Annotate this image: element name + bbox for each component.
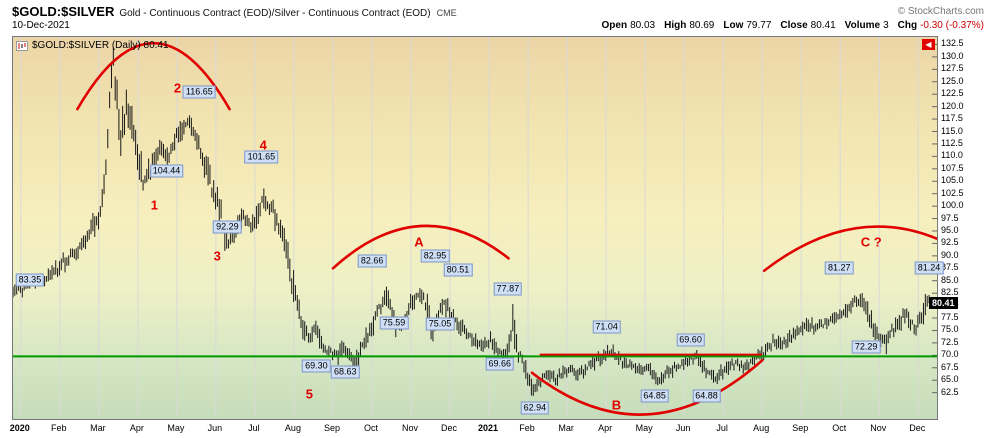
y-axis-label: 75.0 <box>941 324 959 335</box>
x-axis-label: Apr <box>598 423 613 433</box>
quote-row: 10-Dec-2021 Open 80.03 High 80.69 Low 79.77 Cl… <box>12 20 984 34</box>
x-axis-label: Aug <box>753 423 770 433</box>
close-value: 80.41 <box>810 20 836 31</box>
x-axis-label: May <box>167 423 185 433</box>
wave-arc <box>331 224 510 270</box>
close-label: Close <box>780 20 808 31</box>
wave-arc <box>530 359 764 416</box>
x-axis-label: Dec <box>909 423 926 433</box>
chart-description: Gold - Continuous Contract (EOD)/Silver … <box>119 8 431 19</box>
x-axis-label: Oct <box>832 423 847 433</box>
y-axis-label: 122.5 <box>941 88 964 99</box>
x-axis-label: Aug <box>284 423 301 433</box>
low-value: 79.77 <box>746 20 772 31</box>
x-axis-label: Apr <box>129 423 144 433</box>
y-axis-label: 72.5 <box>941 336 959 347</box>
chart-symbol: $GOLD:$SILVER <box>12 4 115 19</box>
x-axis-label: Nov <box>401 423 419 433</box>
chart-date: 10-Dec-2021 <box>12 20 70 31</box>
y-axis-label: 130.0 <box>941 50 964 61</box>
wave-arc <box>762 225 937 273</box>
x-axis-label: 2021 <box>478 423 499 433</box>
chart-type-icon <box>16 40 28 51</box>
y-axis-label: 77.5 <box>941 312 959 323</box>
exchange-label: CME <box>436 8 457 18</box>
y-axis-label: 80.0 <box>941 299 959 310</box>
x-axis-label: Nov <box>870 423 887 433</box>
y-axis-label: 97.5 <box>941 212 959 223</box>
volume-value: 3 <box>883 20 889 31</box>
y-axis-label: 115.0 <box>941 125 963 136</box>
x-axis-label: Mar <box>558 423 574 433</box>
y-axis-label: 110.0 <box>941 150 963 161</box>
y-axis-label: 132.5 <box>941 38 964 49</box>
open-value: 80.03 <box>630 20 656 31</box>
chg-label: Chg <box>897 20 918 31</box>
low-label: Low <box>723 20 744 31</box>
y-axis-label: 62.5 <box>941 386 959 397</box>
y-axis-label: 112.5 <box>941 137 963 148</box>
y-axis-label: 125.0 <box>941 75 964 86</box>
y-axis-label: 107.5 <box>941 162 964 173</box>
x-axis-label: Feb <box>51 423 67 433</box>
y-axis-label: 105.0 <box>941 175 964 186</box>
x-axis-label: Feb <box>519 423 535 433</box>
high-value: 80.69 <box>689 20 715 31</box>
y-axis-label: 92.5 <box>941 237 959 248</box>
y-axis-label: 127.5 <box>941 63 964 74</box>
quote-bar: Open 80.03 High 80.69 Low 79.77 Close 80.41 Volu… <box>593 20 984 31</box>
open-label: Open <box>601 20 628 31</box>
y-axis-label: 100.0 <box>941 200 964 211</box>
x-axis-label: Jul <box>716 423 728 433</box>
y-axis-label: 90.0 <box>941 249 959 260</box>
x-axis-label: Sep <box>792 423 809 433</box>
volume-label: Volume <box>844 20 881 31</box>
x-axis-label: Mar <box>90 423 106 433</box>
series-legend: $GOLD:$SILVER (Daily) 80.41 <box>16 40 169 51</box>
wave-arc <box>76 41 231 111</box>
y-axis-label: 82.5 <box>941 287 959 298</box>
x-axis-label: Sep <box>323 423 340 433</box>
scroll-left-icon[interactable]: ◀ <box>922 39 935 50</box>
copyright-text: © StockCharts.com <box>897 6 984 17</box>
x-axis-label: Jun <box>207 423 223 433</box>
x-axis-label: Jun <box>675 423 691 433</box>
high-label: High <box>664 20 687 31</box>
x-axis-label: Jul <box>248 423 260 433</box>
series-legend-label: $GOLD:$SILVER (Daily) 80.41 <box>32 40 169 51</box>
x-axis-label: 2020 <box>9 423 30 433</box>
y-axis-label: 102.5 <box>941 187 964 198</box>
x-axis-label: May <box>635 423 653 433</box>
y-axis-label: 117.5 <box>941 113 963 124</box>
y-axis-label: 70.0 <box>941 349 959 360</box>
y-axis-label: 67.5 <box>941 361 959 372</box>
x-axis-label: Oct <box>363 423 378 433</box>
y-axis-label: 87.5 <box>941 262 959 273</box>
x-axis-label: Dec <box>441 423 458 433</box>
y-axis-label: 65.0 <box>941 374 959 385</box>
y-axis-label: 85.0 <box>941 274 959 285</box>
chg-value: -0.30 (-0.37%) <box>920 20 984 31</box>
price-chart-canvas[interactable] <box>13 37 937 419</box>
chart-plot-area[interactable] <box>12 36 938 420</box>
y-axis-label: 95.0 <box>941 224 959 235</box>
y-axis-label: 120.0 <box>941 100 964 111</box>
chart-header: $GOLD:$SILVER Gold - Continuous Contract … <box>12 3 984 19</box>
